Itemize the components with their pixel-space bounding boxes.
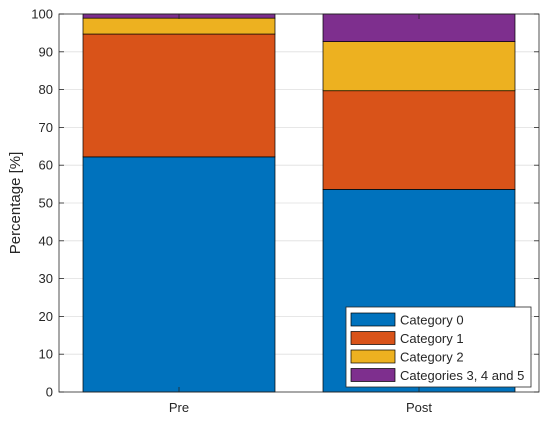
y-tick-label: 90 [39, 44, 53, 59]
y-tick-label: 0 [46, 385, 53, 400]
legend-entry-0: Category 0 [400, 313, 464, 328]
y-tick-label: 70 [39, 120, 53, 135]
y-tick-label: 10 [39, 347, 53, 362]
bar-pre-series-2 [82, 17, 276, 35]
legend: Category 0 Category 1 Category 2 Categories… [345, 306, 532, 388]
bar-post-series-2 [322, 41, 516, 92]
y-tick-label: 40 [39, 233, 53, 248]
legend-entry-1: Category 1 [400, 331, 464, 346]
legend-swatch-1 [350, 331, 396, 345]
y-tick-label: 20 [39, 309, 53, 324]
legend-swatch-0 [350, 312, 396, 327]
y-axis-ticks: 0 10 20 30 40 50 60 70 80 90 100 [31, 7, 539, 400]
x-tick-label-pre: Pre [169, 400, 189, 415]
x-tick-label-post: Post [406, 400, 432, 415]
legend-entry-3: Categories 3, 4 and 5 [400, 368, 524, 383]
bar-pre-series-1 [82, 33, 276, 158]
bar-post-series-1 [322, 90, 516, 190]
legend-swatch-3 [350, 368, 396, 382]
y-tick-label: 50 [39, 196, 53, 211]
y-tick-label: 60 [39, 158, 53, 173]
y-tick-label: 30 [39, 271, 53, 286]
legend-entry-2: Category 2 [400, 350, 464, 365]
legend-swatch-2 [350, 349, 396, 364]
bar-pre-series-0 [82, 156, 276, 393]
x-axis-ticks: Pre Post [169, 14, 432, 415]
y-tick-label: 80 [39, 82, 53, 97]
y-axis-label: Percentage [%] [7, 152, 24, 255]
y-tick-label: 100 [31, 7, 53, 22]
